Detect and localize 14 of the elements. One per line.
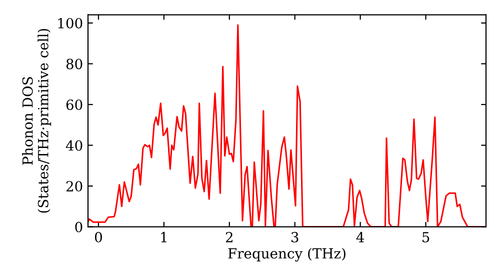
x-tick-label: 5 [422, 232, 430, 242]
x-axis-title: Frequency (THz) [228, 248, 346, 262]
x-tick-label: 3 [291, 232, 298, 242]
y-axis-title: Phonon DOS (States/THz·primitive cell) [22, 28, 52, 213]
x-tick-label: 0 [94, 232, 102, 242]
y-tick-label: 40 [66, 140, 82, 151]
x-tick-label: 4 [356, 232, 364, 242]
y-tick-label: 60 [66, 99, 82, 110]
x-tick-label: 1 [161, 232, 166, 242]
y-tick-label: 0 [75, 222, 82, 232]
x-tick-label: 2 [226, 232, 232, 242]
y-tick-label: 100 [58, 18, 82, 28]
y-tick-label: 80 [66, 58, 82, 70]
y-tick-label: 20 [66, 181, 82, 192]
